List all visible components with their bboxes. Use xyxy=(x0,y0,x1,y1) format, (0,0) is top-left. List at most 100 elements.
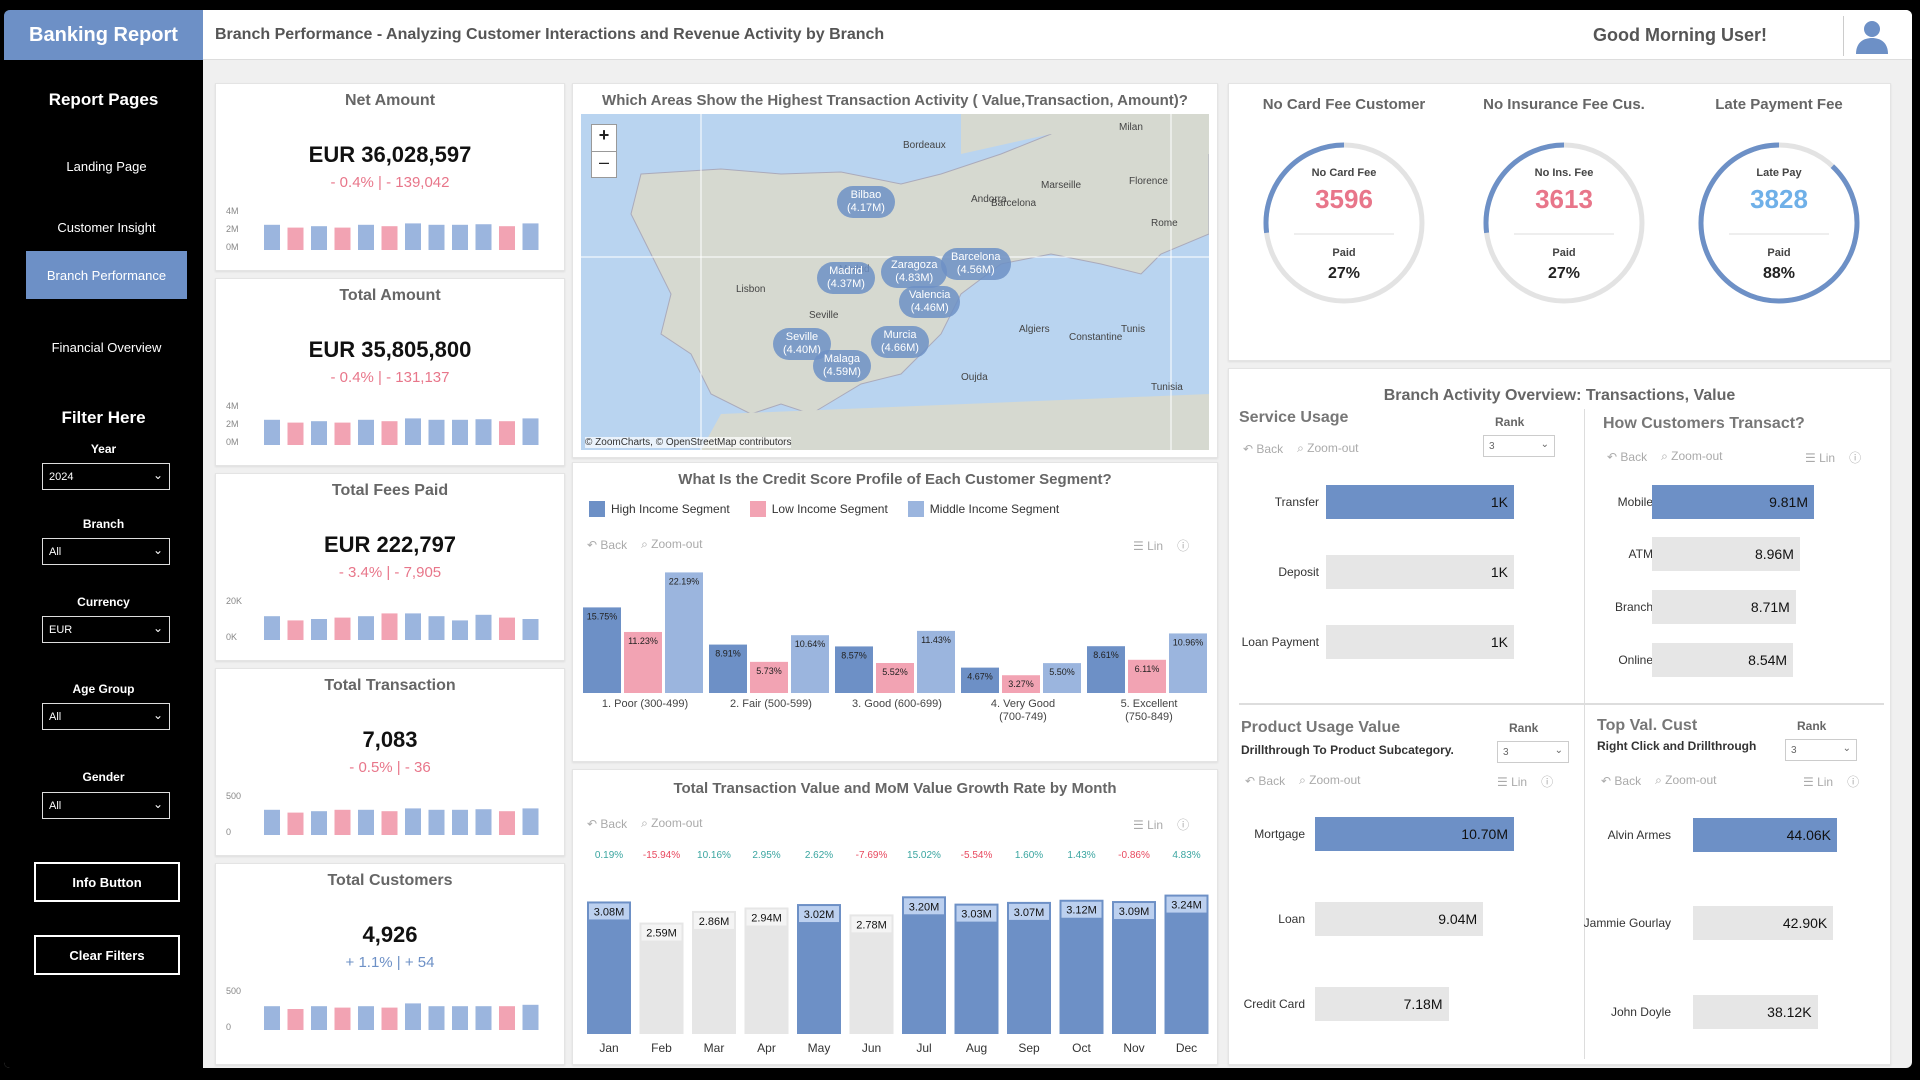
zoom-out-button[interactable]: ⌕ Zoom-out xyxy=(641,816,703,830)
kpi-delta: - 0.5% | - 36 xyxy=(349,759,431,776)
currency-select[interactable]: EUR ⌄ xyxy=(42,616,170,643)
lin-button[interactable]: ☰ Lin xyxy=(1133,817,1164,832)
kpi-axis-label: 2M xyxy=(226,419,239,429)
horizontal-bar[interactable]: 1K xyxy=(1326,625,1514,659)
age-group-select[interactable]: All ⌄ xyxy=(42,703,170,730)
horizontal-bar[interactable]: 1K xyxy=(1326,485,1514,519)
panel-toolbar: ↶ Back ⌕ Zoom-out xyxy=(1245,773,1361,788)
map-city-bubble[interactable]: Murcia (4.66M) xyxy=(871,326,929,358)
kpi-spark-bar xyxy=(428,419,445,445)
horizontal-bar[interactable]: 8.71M xyxy=(1652,590,1796,624)
horizontal-bar[interactable]: 44.06K xyxy=(1693,818,1837,852)
map-city-bubble[interactable]: Valencia (4.46M) xyxy=(899,286,961,318)
help-icon[interactable]: ⓘ xyxy=(1847,775,1860,789)
horizontal-bar[interactable]: 10.70M xyxy=(1315,817,1514,851)
kpi-axis-label: 20K xyxy=(226,596,242,606)
top-customers-subtitle: Right Click and Drillthrough xyxy=(1597,739,1757,753)
horizontal-bar[interactable]: 8.96M xyxy=(1652,537,1800,571)
horizontal-bar[interactable]: 42.90K xyxy=(1693,906,1834,940)
credit-toolbar: ↶ Back ⌕ Zoom-out xyxy=(587,537,703,552)
branch-select[interactable]: All ⌄ xyxy=(42,538,170,565)
lin-button[interactable]: ☰ Lin xyxy=(1805,450,1836,465)
city-name: Seville xyxy=(785,331,819,343)
legend-item[interactable]: High Income Segment xyxy=(589,501,730,517)
zoom-in-button[interactable]: + xyxy=(592,125,616,152)
back-button[interactable]: ↶ Back xyxy=(1245,773,1286,788)
nav-financial-overview[interactable]: Financial Overview xyxy=(51,339,162,355)
bar-value-label: 38.12K xyxy=(1767,1004,1812,1020)
back-button[interactable]: ↶ Back xyxy=(1607,449,1648,464)
horizontal-bar[interactable]: 9.04M xyxy=(1315,902,1484,936)
month-bar-label-bg xyxy=(904,898,944,915)
lin-button[interactable]: ☰ Lin xyxy=(1803,774,1834,789)
map-place-label: Barcelona xyxy=(991,198,1037,209)
mom-growth-label: -7.69% xyxy=(856,850,888,861)
nav-branch-performance[interactable]: Branch Performance xyxy=(26,251,187,299)
back-button[interactable]: ↶ Back xyxy=(587,816,628,831)
help-icon[interactable]: ⓘ xyxy=(1849,451,1862,465)
back-button[interactable]: ↶ Back xyxy=(1243,441,1284,456)
map-city-bubble[interactable]: Madrid (4.37M) xyxy=(817,262,875,294)
horizontal-bar[interactable]: 9.81M xyxy=(1652,485,1814,519)
legend-swatch xyxy=(907,501,924,517)
year-select[interactable]: 2024 ⌄ xyxy=(42,463,170,490)
zoom-out-button[interactable]: – xyxy=(598,152,609,172)
map-city-bubble[interactable]: Barcelona (4.56M) xyxy=(941,248,1011,280)
zoom-out-button[interactable]: ⌕ Zoom-out xyxy=(1299,773,1361,787)
map-place-label: Seville xyxy=(809,310,839,321)
product-usage-subtitle: Drillthrough To Product Subcategory. xyxy=(1241,743,1454,757)
kpi-axis-label: 0M xyxy=(226,437,239,447)
help-icon[interactable]: ⓘ xyxy=(1541,775,1554,789)
avatar[interactable] xyxy=(1843,16,1899,56)
legend-item[interactable]: Middle Income Segment xyxy=(907,501,1059,517)
kpi-spark-bar xyxy=(475,614,492,640)
back-button[interactable]: ↶ Back xyxy=(1601,773,1642,788)
map-city-bubble[interactable]: Bilbao (4.17M) xyxy=(837,186,895,218)
legend-item[interactable]: Low Income Segment xyxy=(749,501,888,517)
city-name: Zaragoza xyxy=(891,259,938,271)
back-button[interactable]: ↶ Back xyxy=(587,537,628,552)
horizontal-bar[interactable]: 7.18M xyxy=(1315,987,1449,1021)
horizontal-bar[interactable]: 1K xyxy=(1326,555,1514,589)
kpi-card: Total Amount EUR 35,805,800 - 0.4% | - 131… xyxy=(215,278,565,466)
horizontal-bar[interactable]: 8.54M xyxy=(1652,643,1794,677)
bar-category-label: Online xyxy=(1618,653,1653,667)
kpi-axis-label: 500 xyxy=(226,791,241,801)
info-button[interactable]: Info Button xyxy=(34,862,180,902)
rank-select[interactable]: 3 ⌄ xyxy=(1497,741,1569,763)
help-icon[interactable]: ⓘ xyxy=(1177,539,1190,553)
kpi-spark-bar xyxy=(358,419,374,445)
map-title: Which Areas Show the Highest Transaction… xyxy=(602,92,1188,109)
credit-category-label: (700-749) xyxy=(999,711,1047,723)
clear-filters-button[interactable]: Clear Filters xyxy=(34,935,180,975)
horizontal-bar[interactable]: 38.12K xyxy=(1693,995,1818,1029)
bar-category-label: Mortgage xyxy=(1254,827,1305,841)
map-city-bubble[interactable]: Malaga (4.59M) xyxy=(813,350,871,382)
gender-select[interactable]: All ⌄ xyxy=(42,792,170,819)
kpi-sparkline: 4M 2M 0M xyxy=(226,401,539,447)
rank-select[interactable]: 3 ⌄ xyxy=(1483,435,1555,457)
gauge-arc xyxy=(1483,142,1565,234)
fee-gauge: Late Pay 3828 Paid 88% xyxy=(1698,142,1860,304)
rank-select[interactable]: 3 ⌄ xyxy=(1785,739,1857,761)
kpi-sparkline: 20K 0K xyxy=(226,596,539,642)
zoom-out-button[interactable]: ⌕ Zoom-out xyxy=(1661,449,1723,463)
map-view[interactable]: MilanBordeauxMarseilleAndorraBarcelonaMa… xyxy=(581,114,1209,450)
lin-button[interactable]: ☰ Lin xyxy=(1497,774,1528,789)
chevron-down-icon: ⌄ xyxy=(1540,439,1549,450)
month-value-label: 2.78M xyxy=(856,919,887,931)
bar-category-label: Transfer xyxy=(1274,495,1319,509)
lin-button[interactable]: ☰ Lin xyxy=(1133,538,1164,553)
nav-landing-page[interactable]: Landing Page xyxy=(66,158,147,174)
zoom-out-button[interactable]: ⌕ Zoom-out xyxy=(641,537,703,551)
zoom-out-button[interactable]: ⌕ Zoom-out xyxy=(1655,773,1717,787)
nav-customer-insight[interactable]: Customer Insight xyxy=(57,219,156,235)
page-title: Branch Performance - Analyzing Customer … xyxy=(215,26,885,43)
kpi-spark-bar xyxy=(334,422,351,445)
credit-bar xyxy=(750,661,788,693)
credit-category-label: 1. Poor (300-499) xyxy=(602,698,688,710)
map-city-bubble[interactable]: Zaragoza (4.83M) xyxy=(881,256,948,288)
help-icon[interactable]: ⓘ xyxy=(1177,818,1190,832)
kpi-value: 4,926 xyxy=(362,922,418,947)
zoom-out-button[interactable]: ⌕ Zoom-out xyxy=(1297,441,1359,455)
